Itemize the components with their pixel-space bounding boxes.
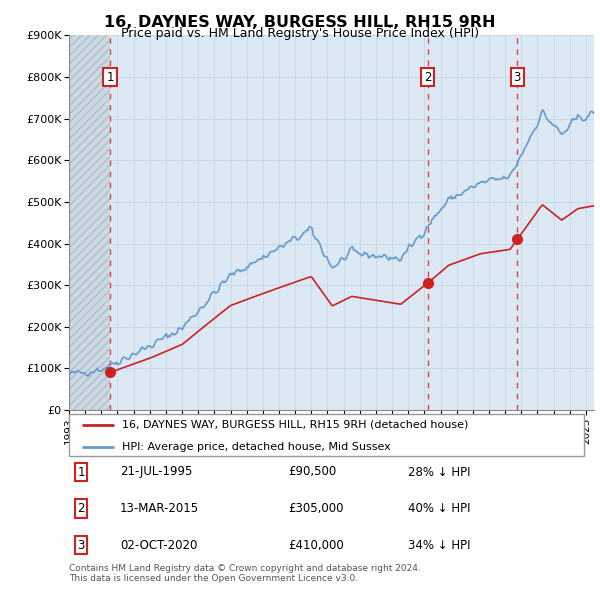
Text: 1: 1: [106, 71, 114, 84]
Text: £410,000: £410,000: [288, 539, 344, 552]
Text: 16, DAYNES WAY, BURGESS HILL, RH15 9RH (detached house): 16, DAYNES WAY, BURGESS HILL, RH15 9RH (…: [121, 419, 468, 430]
Text: £90,500: £90,500: [288, 466, 336, 478]
Text: 21-JUL-1995: 21-JUL-1995: [120, 466, 193, 478]
Text: 40% ↓ HPI: 40% ↓ HPI: [408, 502, 470, 515]
Text: 2: 2: [77, 502, 85, 515]
Text: 13-MAR-2015: 13-MAR-2015: [120, 502, 199, 515]
Text: 2: 2: [424, 71, 431, 84]
Text: £305,000: £305,000: [288, 502, 343, 515]
Text: 34% ↓ HPI: 34% ↓ HPI: [408, 539, 470, 552]
FancyBboxPatch shape: [69, 414, 583, 457]
Text: HPI: Average price, detached house, Mid Sussex: HPI: Average price, detached house, Mid …: [121, 442, 390, 451]
Text: 02-OCT-2020: 02-OCT-2020: [120, 539, 197, 552]
Bar: [69, 35, 110, 410]
Text: Contains HM Land Registry data © Crown copyright and database right 2024.
This d: Contains HM Land Registry data © Crown c…: [69, 563, 421, 583]
Text: 3: 3: [77, 539, 85, 552]
Text: Price paid vs. HM Land Registry's House Price Index (HPI): Price paid vs. HM Land Registry's House …: [121, 27, 479, 40]
Text: 3: 3: [514, 71, 521, 84]
Text: 1: 1: [77, 466, 85, 478]
Text: 16, DAYNES WAY, BURGESS HILL, RH15 9RH: 16, DAYNES WAY, BURGESS HILL, RH15 9RH: [104, 15, 496, 30]
Text: 28% ↓ HPI: 28% ↓ HPI: [408, 466, 470, 478]
